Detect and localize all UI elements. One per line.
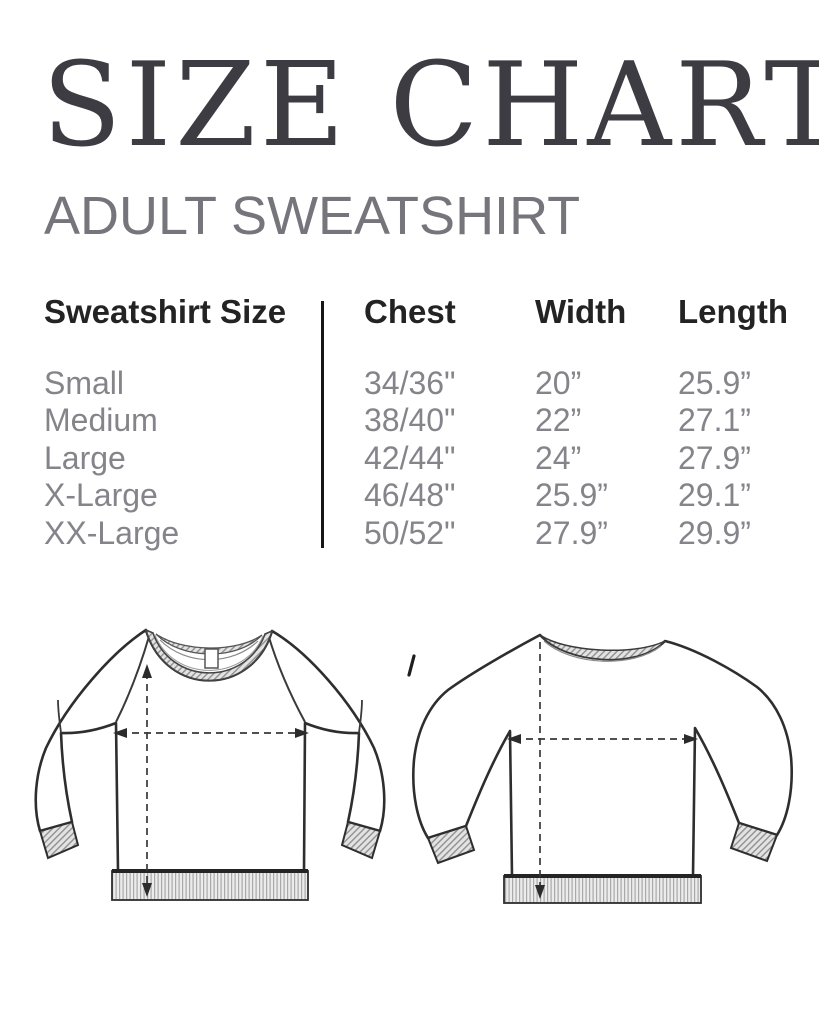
chest-cell: 50/52" <box>364 514 456 551</box>
page-subtitle: ADULT SWEATSHIRT <box>44 186 581 246</box>
length-cell: 29.1” <box>678 477 751 514</box>
column-header-chest: Chest <box>364 293 456 330</box>
front-collar <box>144 628 274 681</box>
width-cell: 24” <box>535 439 582 476</box>
length-cell: 29.9” <box>678 514 751 551</box>
chest-cell: 38/40" <box>364 402 456 439</box>
length-cell: 27.9” <box>678 439 751 476</box>
front-sweatshirt-diagram <box>34 628 386 901</box>
back-collar <box>539 634 666 662</box>
neck-label-tag <box>204 648 219 669</box>
front-left-raglan-seam <box>115 632 151 723</box>
back-body-outline <box>412 633 793 878</box>
size-cell: Medium <box>44 402 158 439</box>
size-cell: X-Large <box>44 477 158 514</box>
tick-mark <box>407 654 416 677</box>
back-right-cuff <box>729 821 779 863</box>
length-cell: 25.9” <box>678 365 751 401</box>
front-left-cuff <box>38 820 80 860</box>
width-cell: 27.9” <box>535 514 608 551</box>
table-divider-line <box>321 301 324 548</box>
back-length-measure-line <box>535 642 545 899</box>
front-body-outline <box>34 628 386 873</box>
chest-cell: 46/48" <box>364 477 456 514</box>
column-header-width: Width <box>535 293 627 330</box>
column-header-length: Length <box>678 293 788 330</box>
size-cell: Small <box>44 365 125 401</box>
back-width-measure-line <box>507 734 698 744</box>
front-left-sleeve-fold <box>57 699 62 734</box>
back-left-cuff <box>426 824 476 865</box>
width-cell: 20” <box>535 365 582 401</box>
size-cell: Large <box>44 439 126 476</box>
chest-cell: 34/36" <box>364 365 456 401</box>
column-header-size: Sweatshirt Size <box>44 293 287 330</box>
back-sweatshirt-diagram <box>407 633 793 904</box>
front-width-measure-line <box>113 728 309 738</box>
chest-cell: 42/44" <box>364 439 456 476</box>
front-right-sleeve-fold <box>358 699 363 734</box>
width-cell: 22” <box>535 402 582 439</box>
length-cell: 27.1” <box>678 402 751 439</box>
page-title: SIZE CHART <box>42 38 819 173</box>
front-length-measure-line <box>142 664 152 897</box>
front-right-cuff <box>340 820 382 860</box>
back-waistband <box>503 874 702 904</box>
front-waistband <box>111 869 309 901</box>
front-right-raglan-seam <box>267 633 306 723</box>
size-cell: XX-Large <box>44 514 180 551</box>
width-cell: 25.9” <box>535 477 608 514</box>
